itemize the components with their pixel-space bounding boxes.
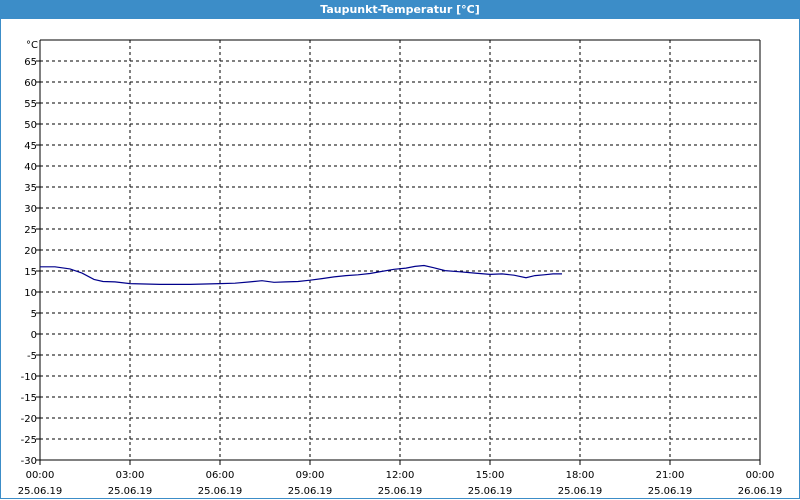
y-tick-label: 40: [24, 162, 37, 173]
dewpoint-series-line: [40, 264, 562, 285]
y-tick-label: -10: [21, 372, 37, 383]
y-tick-label: 65: [24, 57, 37, 68]
y-tick-labels: -30 -25 -20 -15 -10 -5 0 5 10 15 20 25 30 35 40 45 50 55 6…: [21, 57, 37, 467]
y-tick-label: 55: [24, 99, 37, 110]
y-tick-label: 30: [24, 204, 37, 215]
x-tick-date: 25.06.19: [468, 486, 513, 497]
x-tick-time: 21:00: [656, 470, 685, 481]
x-tick-time: 12:00: [386, 470, 415, 481]
x-tick-time: 00:00: [26, 470, 55, 481]
x-tick-date: 25.06.19: [18, 486, 63, 497]
x-tick-labels: 00:00 25.06.19 03:00 25.06.19 06:00 25.06.19 0…: [18, 470, 783, 497]
x-tick-date: 25.06.19: [378, 486, 423, 497]
y-tick-label: -15: [21, 393, 37, 404]
x-tick-time: 03:00: [116, 470, 145, 481]
chart-axes: [36, 39, 761, 465]
x-tick-time: 15:00: [476, 470, 505, 481]
x-tick-date: 25.06.19: [558, 486, 603, 497]
x-tick-date: 26.06.19: [738, 486, 783, 497]
x-tick-date: 25.06.19: [108, 486, 153, 497]
y-axis-unit-label: °C: [26, 40, 38, 51]
y-tick-label: 45: [24, 141, 37, 152]
y-tick-label: 0: [31, 330, 37, 341]
x-tick-date: 25.06.19: [198, 486, 243, 497]
y-tick-label: 60: [24, 78, 37, 89]
y-tick-label: -25: [21, 435, 37, 446]
y-tick-label: 25: [24, 225, 37, 236]
window-title: Taupunkt-Temperatur [°C]: [0, 0, 800, 19]
y-tick-label: 15: [24, 267, 37, 278]
y-tick-label: 35: [24, 183, 37, 194]
y-tick-label: 20: [24, 246, 37, 257]
x-tick-time: 09:00: [296, 470, 325, 481]
y-tick-label: -20: [21, 414, 37, 425]
y-tick-label: 50: [24, 120, 37, 131]
x-tick-time: 18:00: [566, 470, 595, 481]
x-tick-time: 06:00: [206, 470, 235, 481]
y-tick-label: -5: [27, 351, 37, 362]
y-tick-label: 5: [31, 309, 37, 320]
chart-grid: [40, 40, 760, 460]
x-tick-date: 25.06.19: [648, 486, 693, 497]
x-tick-date: 25.06.19: [288, 486, 333, 497]
x-tick-time: 00:00: [746, 470, 775, 481]
chart-series: [40, 264, 562, 285]
y-tick-label: 10: [24, 288, 37, 299]
y-tick-label: -30: [21, 456, 37, 467]
